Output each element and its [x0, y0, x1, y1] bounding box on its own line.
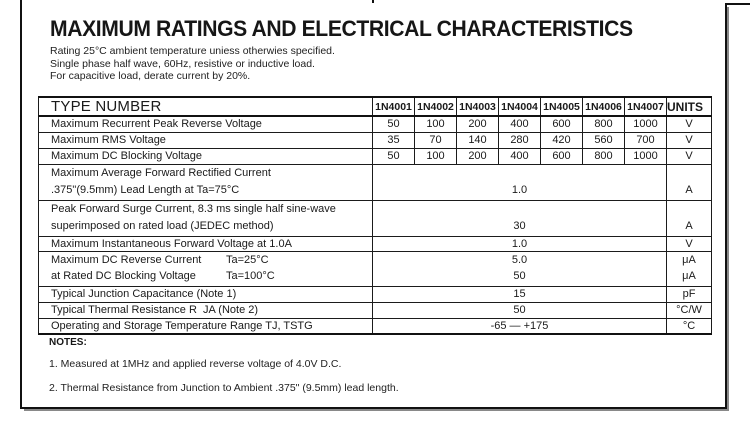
row-label-line2: .375"(9.5mm) Lead Length at Ta=75°C: [51, 184, 240, 196]
column-header-type-number: TYPE NUMBER: [38, 96, 373, 117]
value-cell: 700: [624, 131, 667, 149]
value-cell: 100: [414, 115, 457, 133]
table-row-operating-storage-temperature: Operating and Storage Temperature Range …: [38, 317, 712, 335]
value-cell: 600: [540, 147, 583, 165]
unit-cell: A: [666, 199, 712, 237]
rating-conditions: Rating 25°C ambient temperature uniess o…: [50, 45, 335, 83]
merged-value: 1.0: [511, 184, 528, 196]
unit-cell: °C: [666, 317, 712, 335]
value-cell-merged: 15: [372, 285, 667, 303]
value-cell: 560: [582, 131, 625, 149]
value-cell: 35: [372, 131, 415, 149]
merged-value-line2: 50: [513, 270, 526, 282]
value-cell: 50: [372, 115, 415, 133]
row-label: Maximum Instantaneous Forward Voltage at…: [38, 235, 373, 252]
value-cell-merged: 5.0 50: [372, 250, 667, 287]
unit-value: A: [685, 220, 693, 232]
table-row-recurrent-peak-reverse-voltage: Maximum Recurrent Peak Reverse Voltage 5…: [38, 115, 712, 133]
condition-ta100: Ta=100°C: [226, 270, 275, 282]
note-1: 1. Measured at 1MHz and applied reverse …: [49, 358, 342, 370]
row-label-line1: Maximum Average Forward Rectified Curren…: [51, 167, 271, 179]
column-header-1n4005: 1N4005: [540, 96, 583, 117]
value-cell: 200: [456, 147, 499, 165]
column-header-1n4001: 1N4001: [372, 96, 415, 117]
row-label: Maximum DC Blocking Voltage: [38, 147, 373, 165]
row-label: Maximum Average Forward Rectified Curren…: [38, 163, 373, 201]
top-divider-tick: [372, 0, 374, 4]
value-cell: 1000: [624, 115, 667, 133]
value-cell-merged: 30: [372, 199, 667, 237]
value-cell: 140: [456, 131, 499, 149]
merged-value: 30: [513, 220, 526, 232]
value-cell: 800: [582, 147, 625, 165]
unit-cell: μA μA: [666, 250, 712, 287]
row-label-line2: superimposed on rated load (JEDEC method…: [51, 220, 274, 232]
value-cell: 100: [414, 147, 457, 165]
value-cell: 800: [582, 115, 625, 133]
table-row-instantaneous-forward-voltage: Maximum Instantaneous Forward Voltage at…: [38, 235, 712, 252]
table-header-row: TYPE NUMBER 1N4001 1N4002 1N4003 1N4004 …: [38, 96, 712, 117]
value-cell-merged: -65 — +175: [372, 317, 667, 335]
unit-cell: V: [666, 147, 712, 165]
row-label-line2: at Rated DC Blocking Voltage Ta=100°C: [51, 270, 275, 282]
value-cell: 420: [540, 131, 583, 149]
note-2: 2. Thermal Resistance from Junction to A…: [49, 382, 399, 394]
unit-cell: V: [666, 115, 712, 133]
value-cell-merged: 1.0: [372, 163, 667, 201]
table-row-peak-forward-surge-current: Peak Forward Surge Current, 8.3 ms singl…: [38, 199, 712, 237]
notes-heading: NOTES:: [49, 337, 87, 348]
value-cell-merged: 1.0: [372, 235, 667, 252]
unit-cell: pF: [666, 285, 712, 303]
column-header-1n4006: 1N4006: [582, 96, 625, 117]
value-cell: 70: [414, 131, 457, 149]
row-label: Maximum RMS Voltage: [38, 131, 373, 149]
column-header-units: UNITS: [666, 96, 712, 117]
table-row-junction-capacitance: Typical Junction Capacitance (Note 1) 15…: [38, 285, 712, 303]
row-label: Peak Forward Surge Current, 8.3 ms singl…: [38, 199, 373, 237]
value-cell: 50: [372, 147, 415, 165]
row-label: Maximum DC Reverse Current Ta=25°C at Ra…: [38, 250, 373, 287]
table-row-rms-voltage: Maximum RMS Voltage 35 70 140 280 420 56…: [38, 131, 712, 149]
row-label: Operating and Storage Temperature Range …: [38, 317, 373, 335]
unit-cell: A: [666, 163, 712, 201]
condition-line: For capacitive load, derate current by 2…: [50, 70, 251, 82]
column-header-1n4004: 1N4004: [498, 96, 541, 117]
unit-value: A: [685, 184, 693, 196]
value-cell: 200: [456, 115, 499, 133]
table-row-thermal-resistance: Typical Thermal Resistance R JA (Note 2)…: [38, 301, 712, 319]
row-label: Typical Thermal Resistance R JA (Note 2): [38, 301, 373, 319]
page-frame: MAXIMUM RATINGS AND ELECTRICAL CHARACTER…: [20, 3, 727, 409]
ratings-table: TYPE NUMBER 1N4001 1N4002 1N4003 1N4004 …: [38, 96, 712, 335]
column-header-1n4007: 1N4007: [624, 96, 667, 117]
value-cell: 280: [498, 131, 541, 149]
unit-cell: V: [666, 235, 712, 252]
table-row-dc-reverse-current: Maximum DC Reverse Current Ta=25°C at Ra…: [38, 250, 712, 287]
value-cell-merged: 50: [372, 301, 667, 319]
value-cell: 400: [498, 115, 541, 133]
condition-ta25: Ta=25°C: [226, 254, 269, 266]
left-border-extension: [20, 0, 22, 4]
row-label: Typical Junction Capacitance (Note 1): [38, 285, 373, 303]
row-label-line1: Peak Forward Surge Current, 8.3 ms singl…: [51, 203, 336, 215]
page-title: MAXIMUM RATINGS AND ELECTRICAL CHARACTER…: [50, 16, 633, 41]
condition-line: Single phase half wave, 60Hz, resistive …: [50, 57, 315, 70]
condition-line: Rating 25°C ambient temperature uniess o…: [50, 45, 335, 57]
unit-value-line2: μA: [682, 270, 696, 282]
unit-value-line1: μA: [682, 254, 696, 266]
merged-value-line1: 5.0: [511, 254, 528, 266]
unit-cell: V: [666, 131, 712, 149]
table-row-dc-blocking-voltage: Maximum DC Blocking Voltage 50 100 200 4…: [38, 147, 712, 165]
column-header-1n4003: 1N4003: [456, 96, 499, 117]
unit-cell: °C/W: [666, 301, 712, 319]
value-cell: 400: [498, 147, 541, 165]
value-cell: 1000: [624, 147, 667, 165]
row-label-line1: Maximum DC Reverse Current Ta=25°C: [51, 254, 269, 266]
column-header-1n4002: 1N4002: [414, 96, 457, 117]
value-cell: 600: [540, 115, 583, 133]
row-label: Maximum Recurrent Peak Reverse Voltage: [38, 115, 373, 133]
table-row-average-forward-rectified-current: Maximum Average Forward Rectified Curren…: [38, 163, 712, 201]
